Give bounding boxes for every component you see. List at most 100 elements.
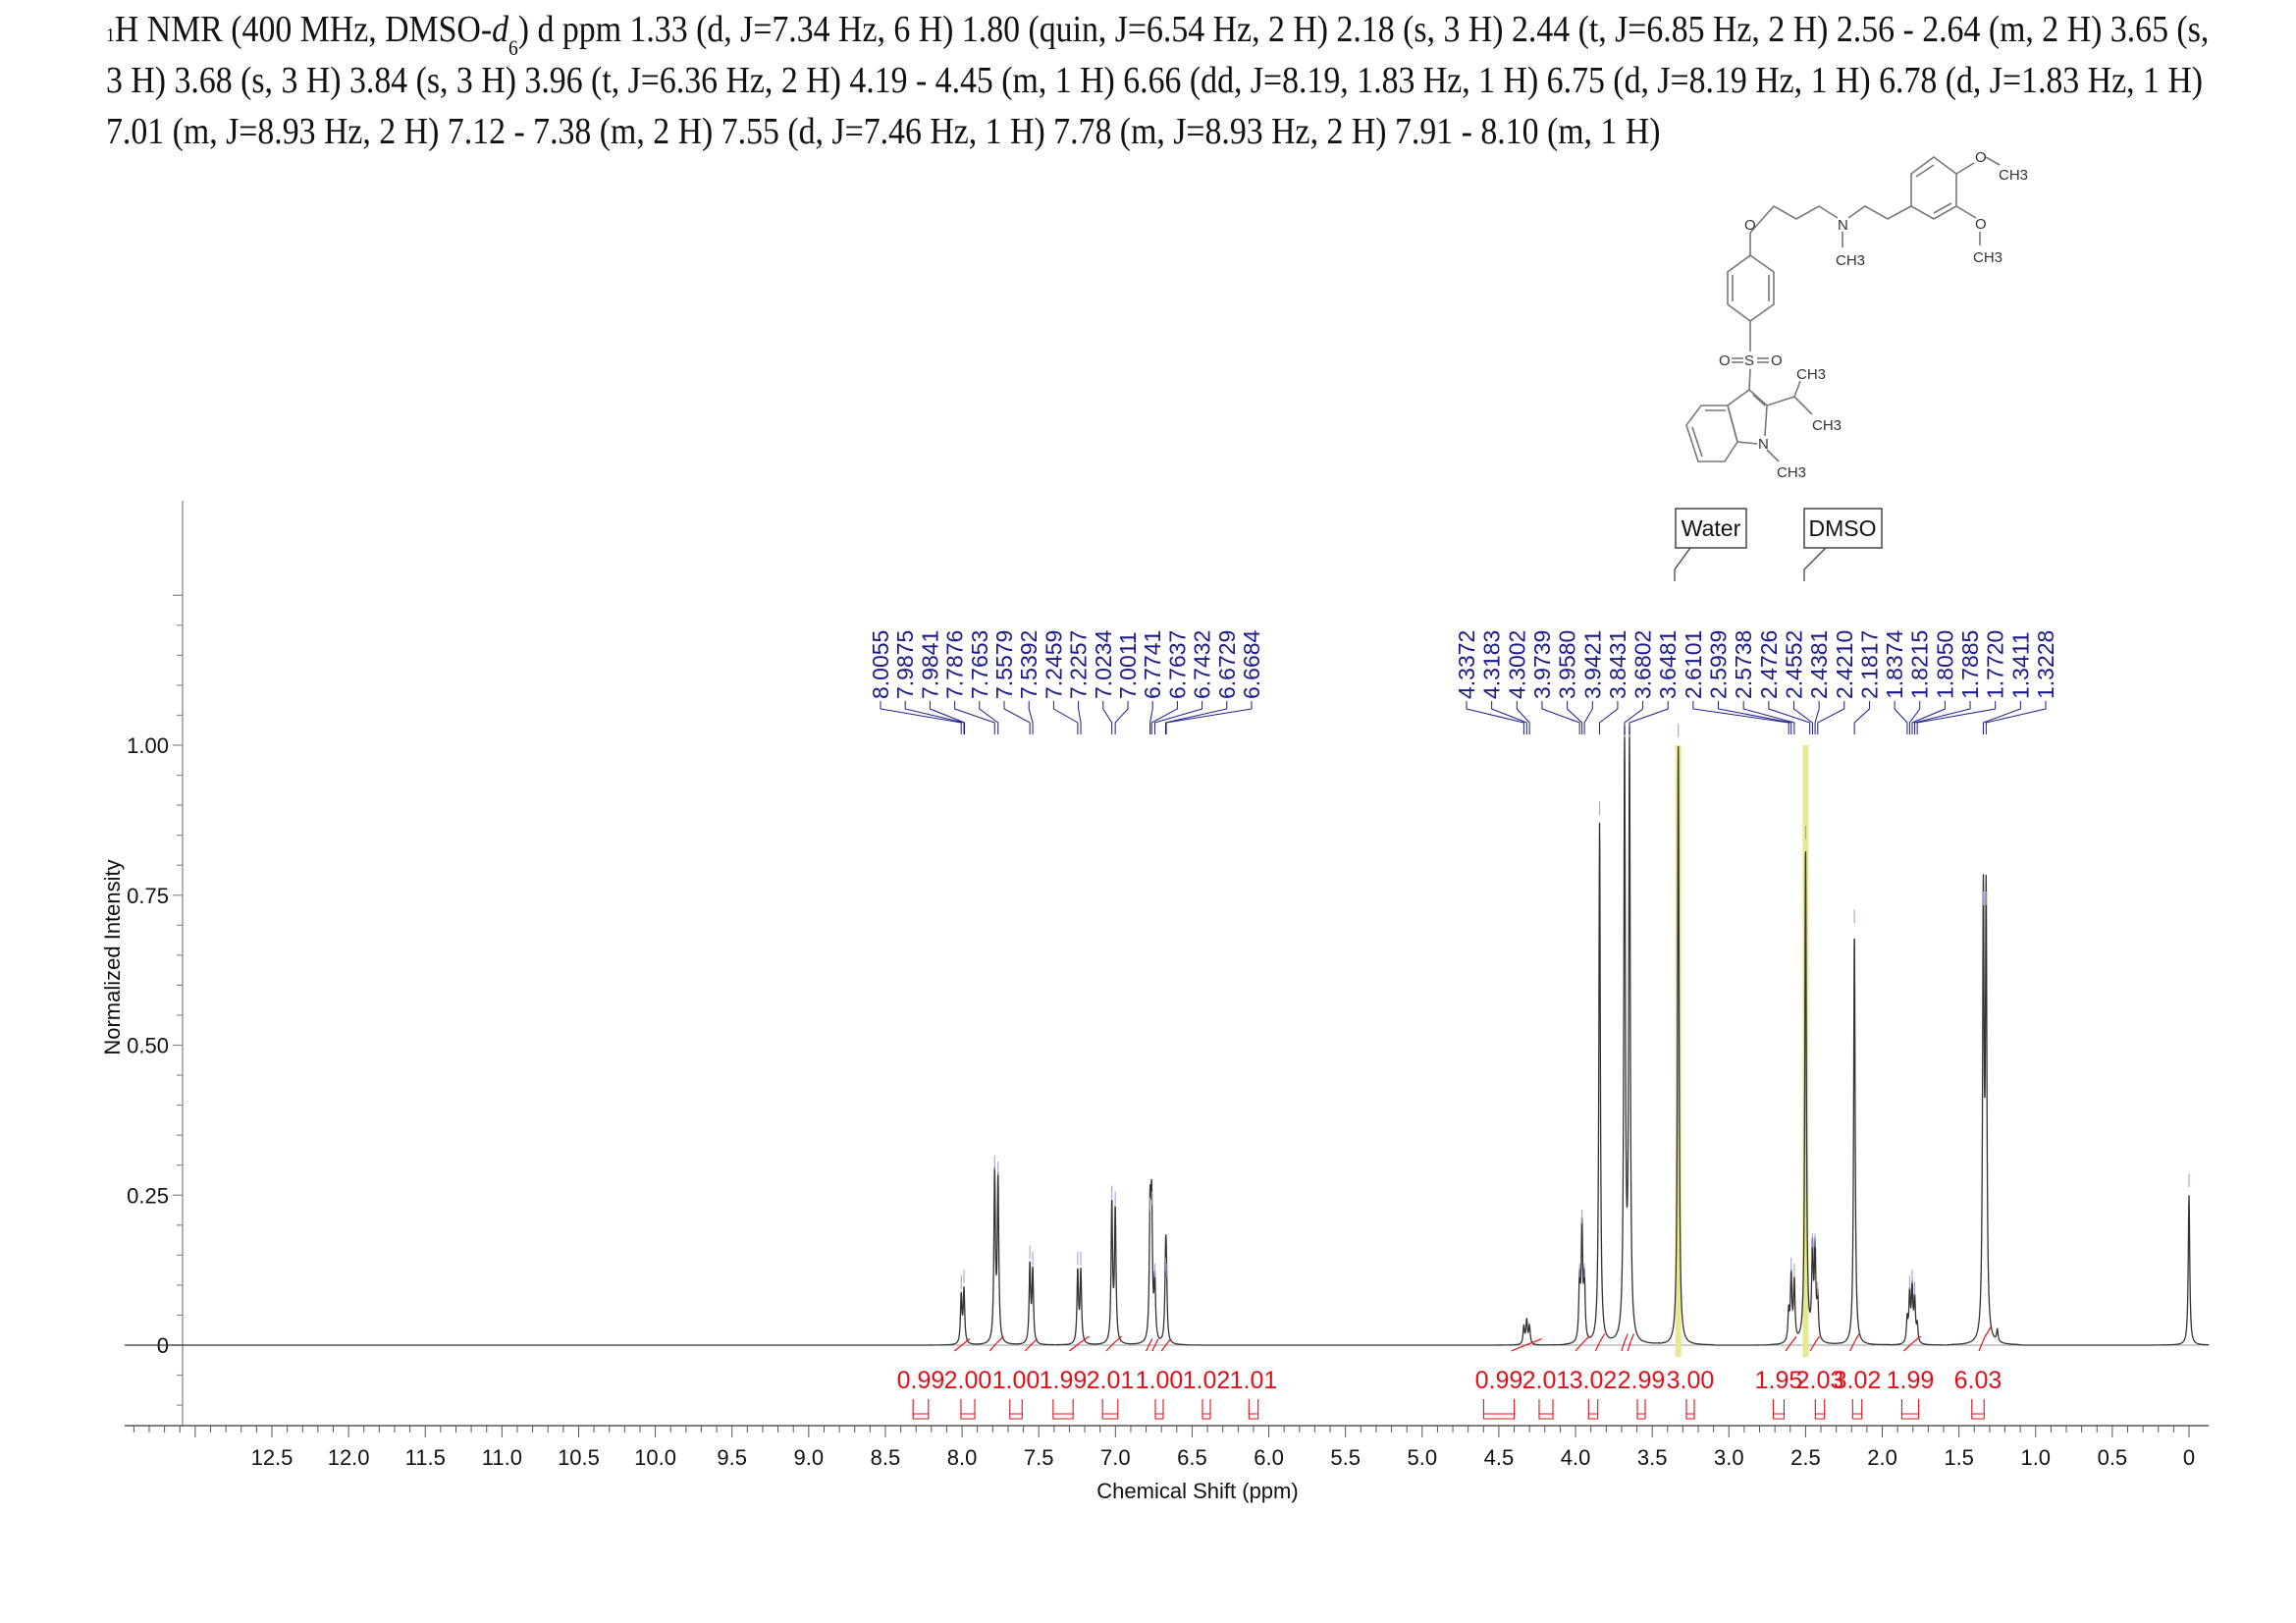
integral-value: 1.95	[1755, 1367, 1803, 1394]
peak-label-text: 1.7885	[1957, 630, 1983, 699]
integral: 2.99	[1618, 1333, 1665, 1420]
atom-o-sulfonyl-left: O	[1719, 352, 1731, 369]
peak-label-text: 1.3228	[2033, 630, 2058, 699]
integral-bracket	[1900, 1399, 1920, 1420]
peak-label-leader	[880, 701, 962, 734]
peak-label: 3.9739	[1529, 630, 1580, 734]
peak-label-text: 4.3372	[1454, 630, 1479, 699]
peak-label-text: 7.0011	[1115, 631, 1141, 699]
integral: 3.00	[1627, 1333, 1714, 1420]
integral-bracket	[1101, 1399, 1119, 1420]
peak-label: 4.3372	[1454, 630, 1524, 734]
atom-o-ether: O	[1744, 217, 1756, 234]
x-tick-label: 12.0	[328, 1445, 370, 1470]
integral-bracket	[1052, 1399, 1074, 1420]
peak-label-text: 7.7876	[942, 630, 968, 699]
peak-label: 2.6101	[1681, 630, 1789, 734]
peak-label-text: 3.6481	[1655, 630, 1681, 699]
solvent-highlights	[1675, 745, 1809, 1357]
x-tick-label: 5.0	[1408, 1445, 1438, 1470]
peak-label: 2.5939	[1706, 630, 1792, 734]
peak-label: 7.2459	[1041, 630, 1079, 734]
integral-bracket	[1154, 1399, 1164, 1420]
peak-label-leader	[1911, 701, 1946, 734]
peak-label-text: 7.2257	[1066, 630, 1092, 699]
peak-label-text: 7.9841	[917, 630, 942, 699]
molecule-atom-labels: O N CH3 O CH3 O CH3 S O O CH3 CH3 N CH3	[1719, 149, 2028, 481]
integral: 3.02	[1834, 1333, 1881, 1420]
x-tick-label: 10.5	[558, 1445, 600, 1470]
peak-label-leader	[954, 701, 995, 734]
peak-label-leader	[1541, 701, 1580, 734]
integral-curve	[1809, 1335, 1820, 1352]
peak-label: 7.7876	[942, 630, 995, 734]
peak-label: 3.9421	[1579, 630, 1605, 734]
x-tick-label: 6.5	[1177, 1445, 1207, 1470]
peak-label-text: 3.9580	[1555, 630, 1580, 699]
peak-label-text: 2.4381	[1806, 630, 1832, 699]
peak-label-leader	[1567, 701, 1583, 734]
description-text: H NMR (400 MHz, DMSO-	[114, 9, 493, 50]
peak-label-leader	[1164, 701, 1228, 734]
integral-value: 1.00	[1136, 1367, 1184, 1394]
peak-label-text: 3.9739	[1529, 630, 1555, 699]
integral-bracket	[1685, 1399, 1695, 1420]
peak-label-text: 3.6802	[1630, 630, 1656, 699]
description-text: 7.01 (m, J=8.93 Hz, 2 H) 7.12 - 7.38 (m,…	[106, 111, 1661, 152]
y-axis-label: Normalized Intensity	[100, 859, 125, 1055]
peak-label-text: 2.4726	[1756, 630, 1782, 699]
peak-label: 7.5392	[1016, 630, 1041, 734]
integral: 6.03	[1954, 1325, 2002, 1420]
peak-label-leader	[1078, 701, 1082, 734]
peak-label-text: 6.6729	[1214, 630, 1240, 699]
integral-curve	[1151, 1338, 1159, 1352]
integral: 1.00	[992, 1338, 1041, 1420]
peak-label-leader	[929, 701, 966, 734]
integral: 1.02	[1151, 1338, 1230, 1420]
x-tick-label: 5.5	[1330, 1445, 1361, 1470]
integral-value: 0.99	[897, 1367, 945, 1394]
peak-labels: 8.0055 7.9875 7.9841 7.7876 7.7653 7.5579 7.53…	[868, 629, 2058, 734]
integral: 2.03	[1796, 1335, 1843, 1420]
peak-label-text: 1.8374	[1882, 629, 1907, 699]
peak-label: 1.3411	[1982, 631, 2033, 734]
peak-label: 3.9580	[1555, 630, 1583, 734]
x-tick-label: 0.5	[2098, 1445, 2128, 1470]
y-tick-label: 0.50	[127, 1034, 169, 1058]
integral-value: 1.99	[1040, 1367, 1088, 1394]
integral-bracket	[960, 1399, 976, 1420]
peak-label: 7.7653	[967, 630, 999, 734]
x-tick-label: 8.5	[871, 1445, 901, 1470]
atom-methoxy-ch3-low: CH3	[1973, 249, 2002, 266]
peak-label: 3.8431	[1599, 630, 1630, 734]
peak-label-leader	[1768, 701, 1811, 734]
peak-label-leader	[1153, 701, 1203, 734]
integral-value: 1.00	[992, 1367, 1041, 1394]
peak-label-leader	[1692, 701, 1789, 734]
integral-value: 2.01	[1522, 1367, 1571, 1394]
y-tick-label: 0.25	[127, 1183, 169, 1208]
peak-label-leader	[1466, 701, 1524, 734]
peak-label: 3.6802	[1624, 630, 1656, 734]
integral-bracket	[1009, 1399, 1023, 1420]
atom-n-indole: N	[1758, 436, 1769, 453]
integral-curve	[1785, 1335, 1797, 1352]
axes: 0 0.25 0.50 0.75 1.00 12.5 12.0 11.5 11.0 10.5 10.…	[125, 501, 2210, 1470]
atom-o-methoxy-top: O	[1975, 149, 1987, 166]
peak-label-leader	[1003, 701, 1031, 734]
dmso-pointer	[1803, 547, 1827, 581]
nmr-description: 1H NMR (400 MHz, DMSO-d6) d ppm 1.33 (d,…	[106, 6, 2296, 159]
x-axis-label: Chemical Shift (ppm)	[1096, 1479, 1298, 1503]
integrals: 0.99 2.00 1.00 1.99 2.01 1.00 1.02 1.01 0.99 2.01…	[897, 1325, 2002, 1420]
peak-label-text: 6.7637	[1164, 630, 1190, 699]
peak-label-text: 2.1817	[1856, 630, 1882, 699]
peak-label-leader	[1599, 701, 1619, 734]
integral-bracket	[1636, 1399, 1646, 1420]
integral-curve	[1575, 1335, 1590, 1352]
dmso-annotation: DMSO	[1803, 508, 1883, 581]
peak-label-leader	[1114, 701, 1129, 734]
peak-label: 7.2257	[1066, 630, 1092, 734]
peak-label-text: 6.6684	[1239, 629, 1264, 699]
integral: 2.01	[1522, 1335, 1590, 1420]
integral-value: 0.99	[1475, 1367, 1523, 1394]
